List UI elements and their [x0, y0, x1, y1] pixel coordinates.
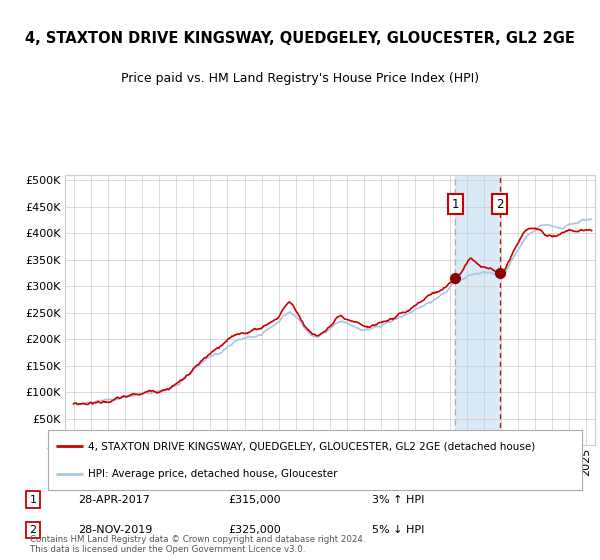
- Text: 28-NOV-2019: 28-NOV-2019: [78, 525, 152, 535]
- Text: 1: 1: [29, 494, 37, 505]
- Text: 5% ↓ HPI: 5% ↓ HPI: [372, 525, 424, 535]
- Text: HPI: Average price, detached house, Gloucester: HPI: Average price, detached house, Glou…: [88, 469, 338, 479]
- Text: 4, STAXTON DRIVE KINGSWAY, QUEDGELEY, GLOUCESTER, GL2 2GE (detached house): 4, STAXTON DRIVE KINGSWAY, QUEDGELEY, GL…: [88, 441, 535, 451]
- Text: 4, STAXTON DRIVE KINGSWAY, QUEDGELEY, GLOUCESTER, GL2 2GE: 4, STAXTON DRIVE KINGSWAY, QUEDGELEY, GL…: [25, 31, 575, 46]
- Text: £325,000: £325,000: [228, 525, 281, 535]
- Text: 28-APR-2017: 28-APR-2017: [78, 494, 150, 505]
- Text: 1: 1: [452, 198, 459, 211]
- Text: 2: 2: [29, 525, 37, 535]
- Text: 2: 2: [496, 198, 503, 211]
- Text: 3% ↑ HPI: 3% ↑ HPI: [372, 494, 424, 505]
- Text: Price paid vs. HM Land Registry's House Price Index (HPI): Price paid vs. HM Land Registry's House …: [121, 72, 479, 85]
- Text: Contains HM Land Registry data © Crown copyright and database right 2024.
This d: Contains HM Land Registry data © Crown c…: [30, 535, 365, 554]
- Bar: [455, 175, 500, 445]
- Text: £315,000: £315,000: [228, 494, 281, 505]
